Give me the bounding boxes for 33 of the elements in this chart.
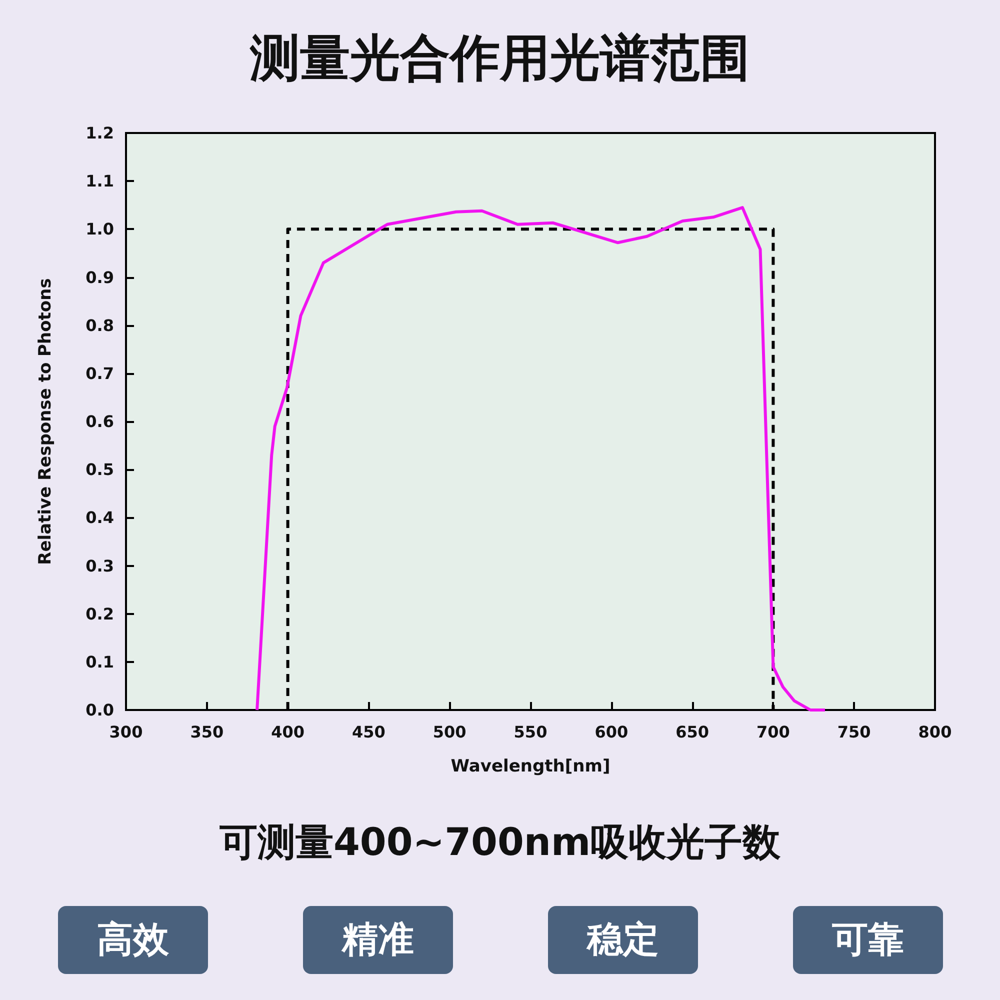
x-tick-label: 800	[918, 722, 952, 742]
x-tick-label: 500	[432, 722, 466, 742]
y-tick-label: 0.0	[86, 700, 114, 720]
y-tick-label: 1.0	[86, 220, 114, 239]
y-tick-label: 0.5	[86, 460, 114, 480]
y-tick-label: 0.6	[86, 412, 114, 431]
x-tick-label: 700	[756, 722, 790, 742]
y-tick-label: 0.9	[86, 268, 114, 287]
text: 可靠	[832, 920, 904, 960]
y-tick-label: 0.3	[86, 556, 114, 576]
y-tick-label: 0.2	[86, 604, 114, 624]
line-series	[256, 206, 826, 712]
y-tick-label: 1.1	[86, 172, 114, 191]
x-tick-label: 750	[837, 722, 871, 742]
text: 稳定	[586, 920, 659, 960]
x-tick-label: 400	[271, 722, 305, 742]
y-tick-label: 0.7	[86, 364, 114, 383]
x-tick-label: 300	[109, 722, 143, 742]
x-axis-title: Wavelength[nm]	[450, 756, 610, 776]
x-tick-label: 550	[514, 722, 548, 742]
y-tick-label: 1.2	[86, 124, 114, 142]
text: 可测量400~700nm吸收光子数	[219, 820, 782, 864]
x-tick-label: 600	[594, 722, 628, 742]
y-tick-label: 0.4	[86, 508, 114, 528]
text: 精准	[341, 920, 414, 960]
x-tick-label: 350	[190, 722, 224, 742]
x-tick-label: 650	[676, 722, 710, 742]
text: 高效	[97, 920, 170, 960]
y-axis-title: Relative Response to Photons	[36, 278, 56, 565]
chart-title: 测量光合作用光谱范围	[249, 29, 750, 87]
y-tick-label: 0.1	[86, 652, 114, 672]
x-tick-label: 450	[352, 722, 386, 742]
y-tick-label: 0.8	[86, 316, 114, 335]
